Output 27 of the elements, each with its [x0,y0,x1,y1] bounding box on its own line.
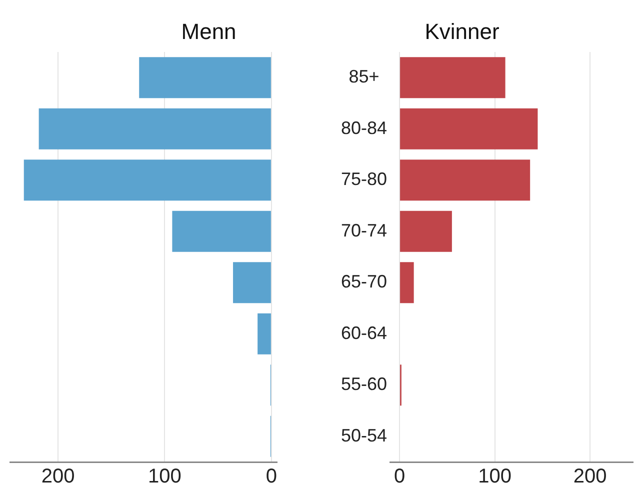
y-tick-label: 50-54 [340,425,388,446]
x-tick-label: 200 [573,466,607,488]
bar [258,313,271,354]
x-tick-label: 100 [478,466,512,488]
y-tick-label: 55-60 [340,374,388,394]
y-tick-label: 70-74 [340,220,388,240]
y-tick-label: 80-84 [340,118,388,138]
bar [400,108,538,150]
x-tick-label: 100 [148,466,182,488]
chart-title: Menn [181,19,236,44]
bar [139,57,271,98]
bar [233,262,271,304]
bar [24,160,271,201]
y-tick-label: 75-80 [340,169,388,190]
x-tick-label: 0 [266,466,277,488]
chart-title: Kvinner [424,19,500,44]
bar [400,262,414,304]
bar [400,210,452,252]
bar [400,160,530,201]
x-tick-label: 0 [394,466,406,488]
x-tick-label: 200 [41,466,75,488]
y-tick-label: 85+ [348,66,380,87]
bar [38,108,271,150]
bar [172,210,271,252]
y-tick-label: 65-70 [340,272,388,292]
bar [400,57,506,98]
y-tick-label: 60-64 [340,322,388,343]
